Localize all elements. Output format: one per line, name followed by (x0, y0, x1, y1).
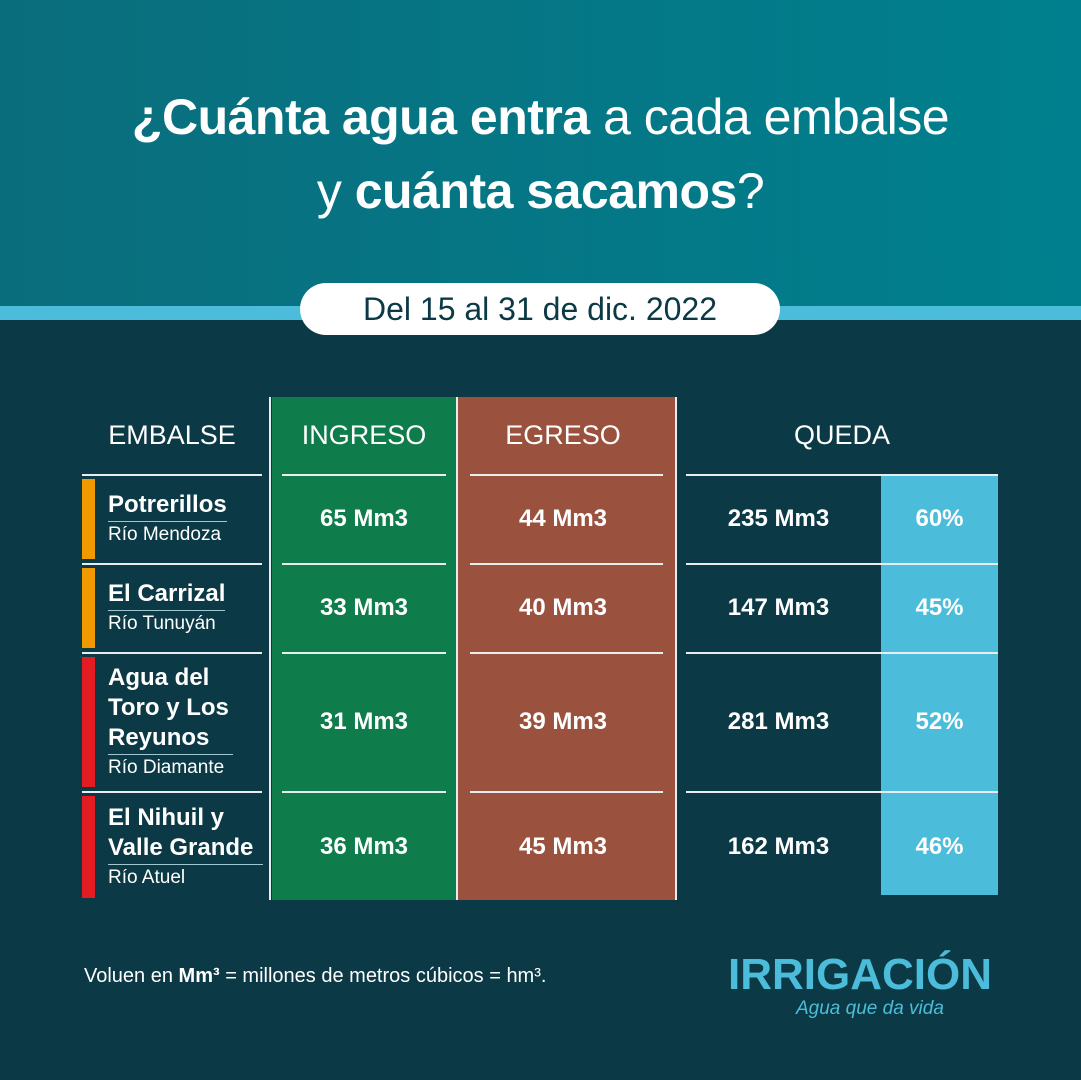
reservoir-title: El Carrizal (108, 579, 226, 611)
reservoir-title: El Nihuil y Valle Grande (108, 803, 263, 865)
egreso-column-bg (458, 397, 675, 900)
reservoir-name: Agua del Toro y Los Reyunos Río Diamante (108, 663, 233, 781)
row-separator (686, 652, 998, 654)
footnote: Voluen en Mm³ = millones de metros cúbic… (84, 965, 546, 988)
reservoir-name: El Nihuil y Valle Grande Río Atuel (108, 803, 263, 891)
footnote-text: Voluen en (84, 965, 179, 987)
row-separator (282, 563, 446, 565)
row-separator (686, 474, 998, 476)
egreso-value: 40 Mm3 (518, 594, 608, 621)
title-text: ? (736, 163, 765, 219)
row-separator (470, 563, 663, 565)
queda-percent: 52% (915, 708, 964, 735)
river-name: Río Tunuyán (108, 613, 216, 634)
reservoir-title: Agua del Toro y Los Reyunos (108, 663, 233, 755)
page-title: ¿Cuánta agua entra a cada embalse y cuán… (0, 80, 1081, 228)
ingreso-value: 31 Mm3 (319, 708, 409, 735)
reservoir-name: Potrerillos Río Mendoza (108, 490, 227, 548)
footnote-text: = millones de metros cúbicos = hm³. (219, 965, 547, 987)
queda-value: 162 Mm3 (727, 833, 830, 860)
header-band (0, 0, 1081, 306)
queda-value: 235 Mm3 (727, 505, 830, 532)
ingreso-value: 65 Mm3 (319, 505, 409, 532)
queda-percent: 60% (915, 505, 964, 532)
queda-percent: 45% (915, 594, 964, 621)
row-separator (82, 563, 262, 565)
logo-tagline: Agua que da vida (796, 998, 944, 1019)
queda-value: 281 Mm3 (727, 708, 830, 735)
ingreso-column-bg (272, 397, 456, 900)
percent-column-bg (881, 474, 998, 895)
row-separator (282, 652, 446, 654)
egreso-value: 44 Mm3 (518, 505, 608, 532)
egreso-value: 45 Mm3 (518, 833, 608, 860)
river-name: Río Mendoza (108, 524, 222, 545)
row-separator (82, 652, 262, 654)
header-egreso: EGRESO (505, 420, 621, 450)
row-separator (282, 474, 446, 476)
footnote-bold: Mm³ (178, 965, 220, 987)
header-queda: QUEDA (793, 420, 891, 450)
reservoir-name: El Carrizal Río Tunuyán (108, 579, 226, 637)
river-name: Río Atuel (108, 867, 186, 888)
title-bold: ¿Cuánta agua entra (131, 89, 590, 145)
row-separator (282, 791, 446, 793)
ingreso-value: 36 Mm3 (319, 833, 409, 860)
title-bold: cuánta sacamos (354, 163, 738, 219)
status-bar (82, 568, 95, 648)
title-text: a cada embalse (589, 89, 950, 145)
egreso-value: 39 Mm3 (518, 708, 608, 735)
row-separator (470, 474, 663, 476)
period-badge: Del 15 al 31 de dic. 2022 (300, 283, 780, 335)
queda-value: 147 Mm3 (727, 594, 830, 621)
row-separator (82, 791, 262, 793)
column-divider (456, 397, 458, 900)
status-bar (82, 657, 95, 787)
reservoir-title: Potrerillos (108, 490, 227, 522)
header-embalse: EMBALSE (108, 420, 236, 450)
row-separator (686, 563, 998, 565)
row-separator (686, 791, 998, 793)
row-separator (470, 791, 663, 793)
title-text: y (316, 163, 355, 219)
status-bar (82, 796, 95, 898)
header-ingreso: INGRESO (301, 420, 427, 450)
row-separator (82, 474, 262, 476)
column-divider (269, 397, 271, 900)
river-name: Río Diamante (108, 757, 225, 778)
ingreso-value: 33 Mm3 (319, 594, 409, 621)
queda-percent: 46% (915, 833, 964, 860)
column-divider (675, 397, 677, 900)
status-bar (82, 479, 95, 559)
logo: IRRIGACIÓN (728, 950, 992, 999)
row-separator (470, 652, 663, 654)
